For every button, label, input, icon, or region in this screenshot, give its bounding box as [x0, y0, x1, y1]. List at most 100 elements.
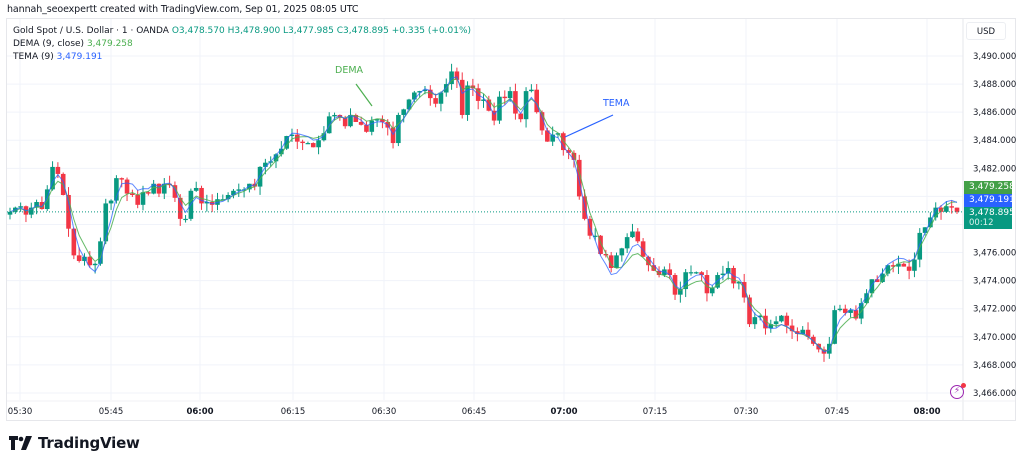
candle[interactable]	[954, 207, 960, 214]
candle[interactable]	[885, 264, 891, 277]
candle[interactable]	[779, 315, 784, 323]
candle[interactable]	[576, 154, 582, 200]
candle[interactable]	[401, 108, 406, 123]
candle[interactable]	[220, 194, 226, 201]
candle[interactable]	[305, 141, 311, 145]
tema-annotation[interactable]: TEMA	[603, 98, 630, 109]
candle[interactable]	[901, 262, 907, 267]
candle[interactable]	[688, 265, 694, 276]
dema-annotation-line[interactable]	[355, 83, 373, 107]
candle[interactable]	[172, 181, 178, 202]
candle[interactable]	[156, 183, 162, 198]
candle[interactable]	[66, 187, 71, 237]
candle[interactable]	[736, 280, 742, 290]
candle[interactable]	[709, 285, 715, 297]
candle[interactable]	[193, 181, 199, 192]
candle[interactable]	[624, 233, 630, 254]
candle[interactable]	[944, 201, 949, 214]
candle[interactable]	[912, 252, 917, 278]
candle[interactable]	[374, 119, 380, 127]
candle[interactable]	[614, 252, 619, 269]
lightning-alert-icon[interactable]: ⚡	[950, 383, 966, 399]
candle[interactable]	[789, 319, 795, 339]
candle[interactable]	[837, 304, 843, 312]
candle[interactable]	[108, 199, 114, 210]
candle[interactable]	[396, 112, 401, 147]
candle[interactable]	[922, 227, 928, 236]
candle[interactable]	[656, 266, 662, 278]
candle[interactable]	[555, 132, 561, 138]
candle[interactable]	[449, 63, 454, 90]
candle[interactable]	[55, 162, 61, 179]
candle[interactable]	[358, 116, 364, 126]
candle[interactable]	[534, 83, 540, 114]
candle[interactable]	[300, 139, 305, 151]
candle[interactable]	[177, 194, 183, 226]
symbol-label[interactable]: Gold Spot / U.S. Dollar · 1 · OANDA	[13, 26, 169, 36]
candle[interactable]	[827, 336, 832, 359]
candle[interactable]	[598, 234, 603, 256]
candle[interactable]	[433, 93, 438, 108]
candle[interactable]	[667, 263, 673, 280]
candle[interactable]	[768, 319, 774, 333]
candle[interactable]	[784, 312, 790, 334]
candle[interactable]	[28, 202, 34, 219]
dema-line[interactable]	[9, 77, 958, 352]
candle[interactable]	[619, 247, 625, 262]
candle[interactable]	[225, 192, 231, 203]
candle[interactable]	[853, 305, 859, 321]
candle[interactable]	[114, 175, 119, 204]
candle[interactable]	[231, 188, 236, 199]
candle[interactable]	[119, 177, 125, 188]
candle[interactable]	[87, 251, 93, 268]
candle[interactable]	[475, 83, 481, 110]
candle[interactable]	[720, 265, 726, 281]
candle[interactable]	[459, 72, 465, 119]
candle[interactable]	[348, 108, 353, 128]
candle[interactable]	[135, 189, 140, 209]
candle[interactable]	[236, 183, 242, 197]
candle[interactable]	[427, 85, 433, 106]
candle[interactable]	[529, 84, 534, 93]
candle[interactable]	[513, 83, 518, 120]
candle[interactable]	[938, 205, 944, 220]
candle[interactable]	[204, 194, 210, 212]
candle[interactable]	[704, 270, 710, 302]
candle[interactable]	[699, 271, 704, 282]
candle[interactable]	[608, 251, 614, 273]
candle[interactable]	[124, 177, 130, 202]
candle[interactable]	[167, 175, 172, 188]
candle[interactable]	[694, 271, 699, 274]
candle[interactable]	[183, 215, 188, 223]
tema-line[interactable]	[9, 76, 958, 353]
candle[interactable]	[76, 247, 82, 263]
legend-dema-row[interactable]: DEMA (9, close) 3,479.258	[13, 38, 471, 51]
candle[interactable]	[50, 161, 55, 191]
candle[interactable]	[71, 227, 77, 260]
candle[interactable]	[130, 189, 135, 197]
currency-button[interactable]: USD	[966, 22, 1006, 40]
candle[interactable]	[640, 238, 646, 258]
candle[interactable]	[417, 90, 422, 98]
candle[interactable]	[811, 334, 816, 346]
candle[interactable]	[7, 207, 13, 220]
dema-annotation[interactable]: DEMA	[335, 65, 364, 76]
legend-tema-row[interactable]: TEMA (9) 3,479.191	[13, 51, 471, 64]
candle[interactable]	[18, 202, 23, 212]
candle[interactable]	[635, 228, 641, 244]
candle[interactable]	[199, 185, 204, 210]
candle[interactable]	[571, 150, 577, 168]
candle[interactable]	[933, 202, 939, 221]
candle[interactable]	[561, 131, 566, 156]
candle[interactable]	[284, 135, 289, 150]
candle[interactable]	[310, 142, 316, 148]
candle[interactable]	[518, 113, 524, 123]
candle[interactable]	[795, 327, 800, 342]
candle[interactable]	[257, 166, 263, 195]
candle[interactable]	[23, 205, 29, 223]
candle[interactable]	[294, 129, 300, 149]
candle[interactable]	[678, 281, 683, 303]
tema-annotation-line[interactable]	[564, 114, 614, 138]
candle[interactable]	[481, 94, 486, 108]
